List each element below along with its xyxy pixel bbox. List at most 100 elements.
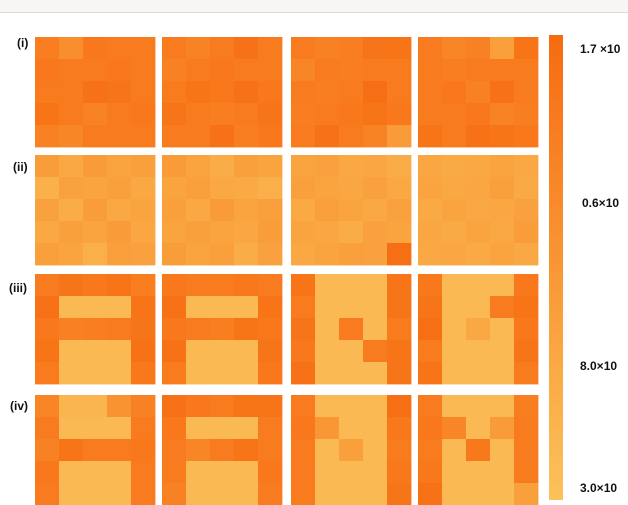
heatmap-cell: [315, 81, 340, 104]
panel-ii-1: [35, 155, 156, 266]
heatmap-cell: [59, 461, 84, 484]
heatmap-cell: [107, 296, 132, 319]
heatmap-cell: [131, 155, 156, 178]
heatmap-cell: [162, 243, 187, 266]
heatmap-cell: [466, 296, 491, 319]
heatmap-cell: [387, 362, 412, 385]
heatmap-cell: [514, 461, 539, 484]
heatmap-cell: [442, 103, 467, 126]
heatmap-cell: [490, 395, 515, 418]
heatmap-cell: [210, 199, 235, 222]
heatmap-cell: [162, 155, 187, 178]
heatmap-cell: [83, 318, 108, 341]
heatmap-cell: [131, 243, 156, 266]
heatmap-cell: [490, 177, 515, 200]
heatmap-cell: [107, 103, 132, 126]
heatmap-cell: [442, 461, 467, 484]
heatmap-cell: [418, 274, 443, 297]
heatmap-cell: [186, 243, 211, 266]
heatmap-cell: [418, 177, 443, 200]
heatmap-cell: [162, 103, 187, 126]
heatmap-cell: [387, 318, 412, 341]
heatmap-cell: [162, 318, 187, 341]
heatmap-cell: [363, 417, 388, 440]
heatmap-cell: [363, 362, 388, 385]
heatmap-cell: [59, 59, 84, 82]
heatmap-cell: [418, 199, 443, 222]
panel-iii-2: [162, 274, 283, 385]
heatmap-cell: [363, 274, 388, 297]
heatmap-cell: [59, 155, 84, 178]
heatmap-cell: [315, 274, 340, 297]
heatmap-cell: [442, 439, 467, 462]
colorbar: [549, 35, 563, 500]
heatmap-cell: [186, 461, 211, 484]
heatmap-cell: [234, 362, 259, 385]
heatmap-cell: [514, 362, 539, 385]
heatmap-cell: [131, 417, 156, 440]
heatmap-cell: [466, 177, 491, 200]
heatmap-cell: [490, 274, 515, 297]
heatmap-cell: [442, 296, 467, 319]
heatmap-cell: [442, 417, 467, 440]
heatmap-cell: [210, 221, 235, 244]
heatmap-cell: [83, 417, 108, 440]
heatmap-cell: [210, 59, 235, 82]
heatmap-cell: [339, 296, 364, 319]
heatmap-cell: [490, 59, 515, 82]
heatmap-cell: [466, 340, 491, 363]
heatmap-cell: [107, 221, 132, 244]
heatmap-cell: [339, 177, 364, 200]
colorbar-tick-label-high: 0.6×10: [582, 196, 619, 210]
heatmap-cell: [363, 340, 388, 363]
heatmap-cell: [131, 340, 156, 363]
panel-iv-1: [35, 395, 156, 505]
heatmap-cell: [234, 125, 259, 148]
heatmap-cell: [466, 59, 491, 82]
heatmap-cell: [466, 103, 491, 126]
panel-i-4: [418, 37, 539, 148]
heatmap-cell: [107, 395, 132, 418]
heatmap-cell: [490, 417, 515, 440]
row-label-iii: (iii): [9, 281, 27, 295]
heatmap-cell: [186, 155, 211, 178]
heatmap-cell: [107, 461, 132, 484]
heatmap-cell: [258, 362, 283, 385]
heatmap-cell: [418, 340, 443, 363]
heatmap-cell: [442, 125, 467, 148]
heatmap-cell: [59, 340, 84, 363]
heatmap-cell: [315, 439, 340, 462]
heatmap-cell: [514, 125, 539, 148]
heatmap-cell: [162, 59, 187, 82]
heatmap-cell: [35, 81, 60, 104]
heatmap-cell: [258, 37, 283, 60]
heatmap-cell: [83, 274, 108, 297]
heatmap-cell: [162, 461, 187, 484]
heatmap-cell: [131, 81, 156, 104]
heatmap-panels: [35, 37, 539, 505]
heatmap-cell: [35, 417, 60, 440]
heatmap-cell: [83, 37, 108, 60]
heatmap-cell: [490, 243, 515, 266]
heatmap-cell: [234, 243, 259, 266]
colorbar-tick-label-max: 1.7 ×10: [580, 42, 621, 56]
heatmap-cell: [131, 125, 156, 148]
heatmap-cell: [258, 461, 283, 484]
heatmap-cell: [107, 37, 132, 60]
heatmap-cell: [339, 340, 364, 363]
heatmap-cell: [210, 362, 235, 385]
heatmap-cell: [442, 199, 467, 222]
heatmap-cell: [490, 340, 515, 363]
heatmap-cell: [339, 417, 364, 440]
heatmap-cell: [490, 362, 515, 385]
heatmap-cell: [162, 439, 187, 462]
heatmap-cell: [315, 37, 340, 60]
heatmap-cell: [210, 296, 235, 319]
heatmap-cell: [162, 81, 187, 104]
heatmap-cell: [59, 395, 84, 418]
heatmap-cell: [490, 199, 515, 222]
heatmap-cell: [339, 103, 364, 126]
heatmap-cell: [291, 199, 316, 222]
heatmap-cell: [363, 439, 388, 462]
heatmap-cell: [35, 243, 60, 266]
